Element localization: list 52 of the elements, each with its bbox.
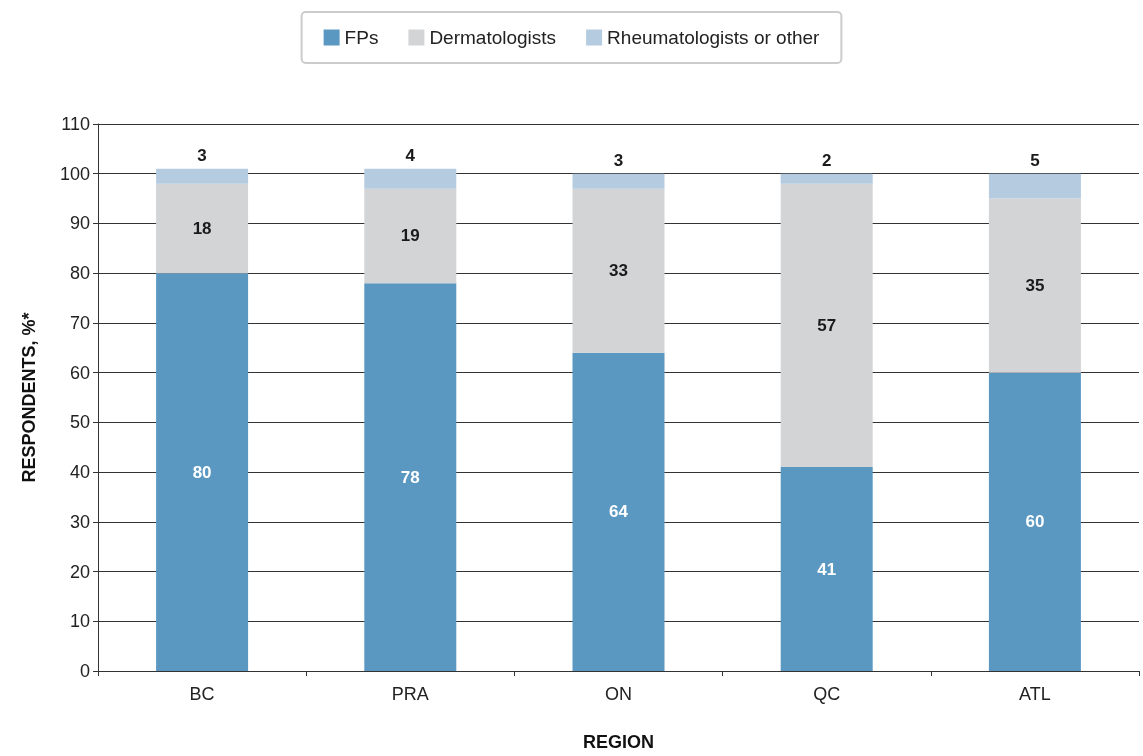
y-tick-label: 50 xyxy=(69,412,90,433)
y-tick-label: 90 xyxy=(69,213,90,234)
bar xyxy=(364,283,457,671)
legend-label: Dermatologists xyxy=(429,27,557,48)
bar xyxy=(364,168,457,189)
legend-label: Rheumatologists or other xyxy=(607,27,821,48)
data-label: 35 xyxy=(1025,276,1045,296)
y-tick-label: 100 xyxy=(59,163,90,184)
data-label: 4 xyxy=(405,145,416,165)
data-label: 3 xyxy=(197,145,207,165)
x-axis-title: REGION xyxy=(582,732,655,752)
bar xyxy=(156,273,249,671)
bar xyxy=(156,168,249,184)
data-label: 78 xyxy=(400,467,420,487)
bar xyxy=(780,173,873,184)
y-tick-label: 80 xyxy=(69,263,90,284)
y-axis-title: RESPONDENTS, %* xyxy=(19,312,39,483)
y-tick-label: 10 xyxy=(69,611,90,632)
bar xyxy=(572,352,665,671)
y-tick-label: 20 xyxy=(69,561,90,582)
data-label: 3 xyxy=(613,150,624,170)
x-tick-label: PRA xyxy=(391,684,429,704)
data-label: 5 xyxy=(1030,150,1040,170)
bar xyxy=(780,467,873,671)
y-tick-label: 60 xyxy=(69,362,90,383)
y-tick-label: 0 xyxy=(79,661,90,681)
data-label: 18 xyxy=(192,218,212,238)
data-label: 80 xyxy=(192,462,212,482)
bar xyxy=(572,188,665,353)
y-tick-label: 110 xyxy=(61,114,90,134)
x-tick-label: BC xyxy=(189,684,215,704)
data-label: 64 xyxy=(609,502,629,522)
data-label: 2 xyxy=(821,150,832,170)
data-label: 33 xyxy=(609,261,628,281)
data-label: 41 xyxy=(817,559,837,579)
data-label: 57 xyxy=(817,315,837,335)
x-tick-label: QC xyxy=(813,684,841,704)
bar xyxy=(572,173,665,189)
data-label: 60 xyxy=(1025,512,1045,532)
bar xyxy=(988,372,1081,671)
data-label: 19 xyxy=(400,226,420,246)
legend-label: FPs xyxy=(344,27,379,48)
y-tick-label: 70 xyxy=(69,312,90,333)
x-tick-label: ATL xyxy=(1019,684,1051,704)
bar xyxy=(780,183,873,468)
bar xyxy=(988,173,1081,199)
y-tick-label: 30 xyxy=(69,511,90,532)
bar xyxy=(988,198,1081,373)
y-tick-label: 40 xyxy=(69,462,90,483)
x-tick-label: ON xyxy=(605,684,632,704)
bar xyxy=(364,188,457,284)
bar xyxy=(156,183,249,274)
